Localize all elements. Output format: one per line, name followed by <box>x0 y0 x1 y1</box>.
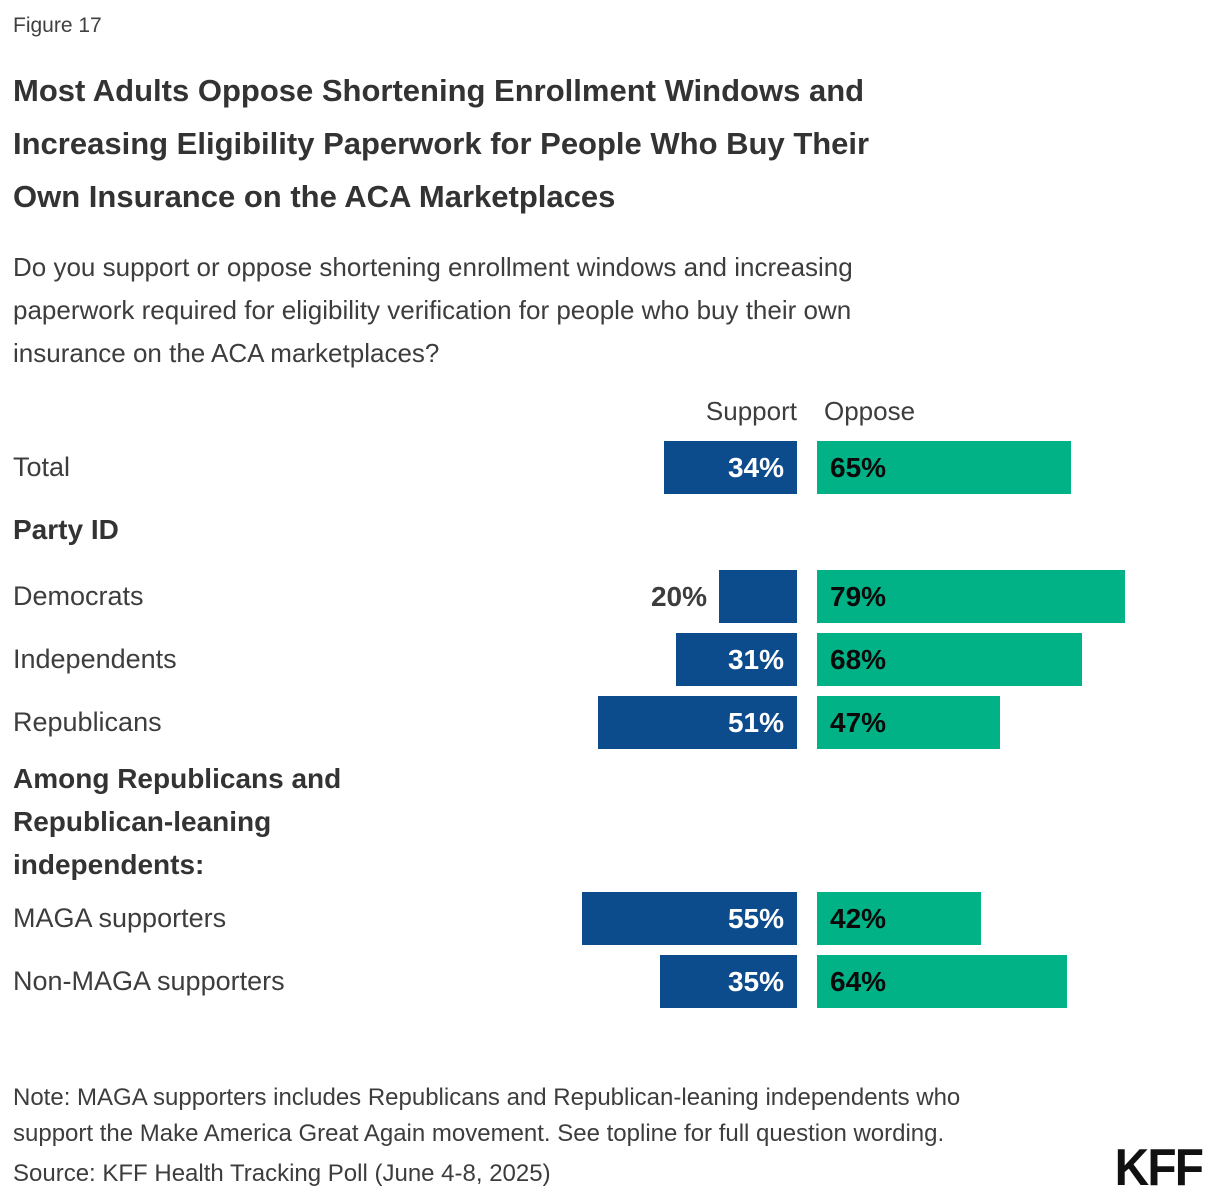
support-column-header: Support <box>705 396 797 426</box>
oppose-bar-republicans: 47% <box>817 696 1000 749</box>
support-bar-republicans: 51% <box>598 696 797 749</box>
oppose-bar-independents: 68% <box>817 633 1082 686</box>
chart-row-maga-supporters: MAGA supporters 55% 42% <box>0 892 1220 945</box>
oppose-bar-maga-supporters: 42% <box>817 892 981 945</box>
chart-row-republicans: Republicans 51% 47% <box>0 696 1220 749</box>
oppose-value-maga-supporters: 42% <box>830 902 887 934</box>
chart-subtitle: Do you support or oppose shortening enro… <box>13 252 853 368</box>
row-label-non-maga-supporters: Non-MAGA supporters <box>13 966 285 996</box>
row-label-independents: Independents <box>13 644 177 674</box>
oppose-bar-total: 65% <box>817 441 1071 494</box>
oppose-value-independents: 68% <box>830 643 887 675</box>
chart-row-non-maga-supporters: Non-MAGA supporters 35% 64% <box>0 955 1220 1008</box>
row-label-republicans: Republicans <box>13 707 162 737</box>
support-value-total: 34% <box>727 451 784 483</box>
row-label-democrats: Democrats <box>13 581 144 611</box>
support-value-non-maga-supporters: 35% <box>727 965 784 997</box>
support-bar-total: 34% <box>664 441 797 494</box>
oppose-value-republicans: 47% <box>830 706 887 738</box>
oppose-value-democrats: 79% <box>830 580 887 612</box>
oppose-bar-democrats: 79% <box>817 570 1125 623</box>
support-bar-democrats <box>719 570 797 623</box>
oppose-value-non-maga-supporters: 64% <box>830 965 887 997</box>
support-bar-maga-supporters: 55% <box>582 892 797 945</box>
support-value-republicans: 51% <box>727 706 784 738</box>
chart-row-independents: Independents 31% 68% <box>0 633 1220 686</box>
support-value-independents: 31% <box>727 643 784 675</box>
figure-label: Figure 17 <box>13 14 102 37</box>
row-label-maga-supporters: MAGA supporters <box>13 903 227 933</box>
oppose-value-total: 65% <box>830 451 887 483</box>
oppose-bar-non-maga-supporters: 64% <box>817 955 1067 1008</box>
chart-row-total: Total 34% 65% <box>0 441 1220 494</box>
support-bar-non-maga-supporters: 35% <box>660 955 797 1008</box>
support-value-maga-supporters: 55% <box>727 902 784 934</box>
row-label-total: Total <box>13 452 71 482</box>
oppose-column-header: Oppose <box>824 396 916 426</box>
source-text: Source: KFF Health Tracking Poll (June 4… <box>13 1160 551 1187</box>
section-header-party-id: Party ID <box>13 514 119 545</box>
chart-title: Most Adults Oppose Shortening Enrollment… <box>13 73 870 214</box>
note-text: Note: MAGA supporters includes Republica… <box>13 1084 961 1147</box>
support-value-democrats: 20% <box>650 580 707 612</box>
section-header-among-republicans: Among Republicans and Republican-leaning… <box>13 763 342 880</box>
chart-row-democrats: Democrats 20% 79% <box>0 570 1220 623</box>
support-bar-independents: 31% <box>676 633 797 686</box>
kff-logo: KFF <box>1114 1139 1204 1197</box>
